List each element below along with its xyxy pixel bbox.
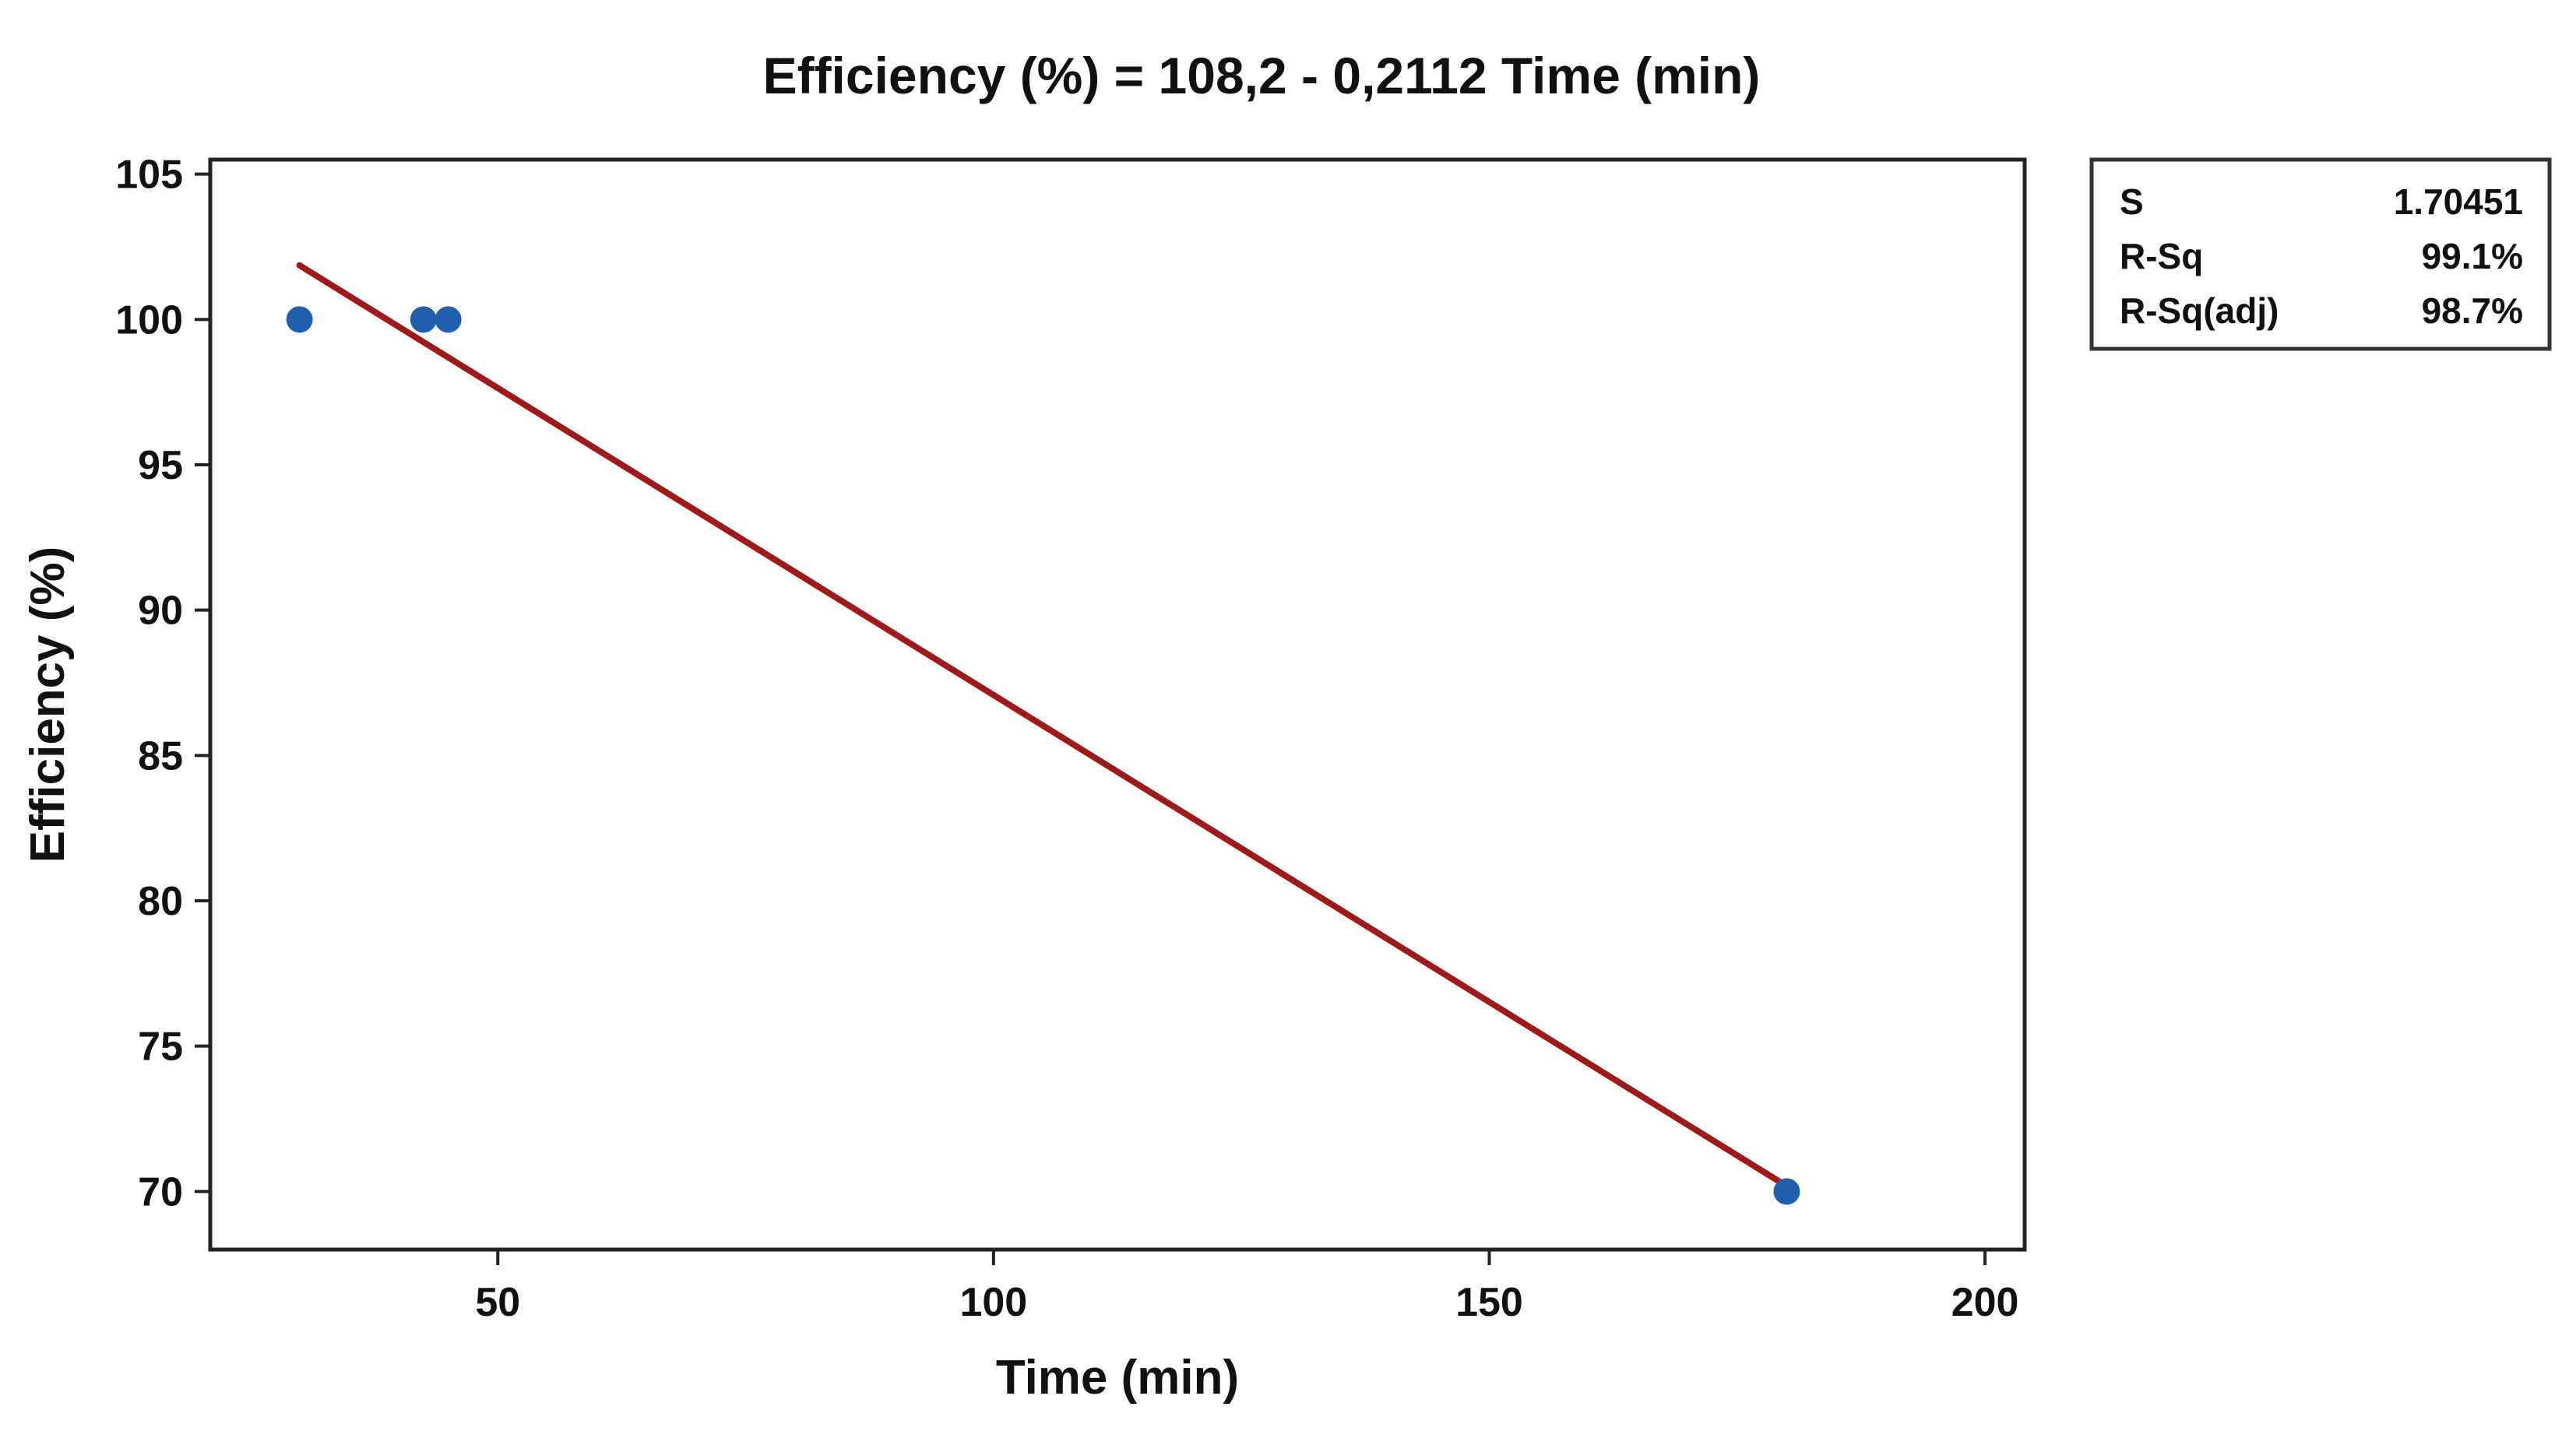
data-point (410, 306, 437, 333)
stat-label-s: S (2120, 181, 2144, 222)
y-axis-ticks: 70 75 80 85 90 95 100 105 (115, 153, 210, 1215)
y-tick-label: 85 (138, 733, 183, 779)
x-axis-label: Time (min) (996, 1351, 1239, 1405)
x-tick-label: 150 (1455, 1280, 1523, 1325)
stats-box: S 1.70451 R-Sq 99.1% R-Sq(adj) 98.7% (2089, 157, 2552, 351)
stat-value-s: 1.70451 (2394, 181, 2523, 222)
regression-fit-line (296, 262, 1790, 1190)
y-tick-label: 80 (138, 879, 183, 924)
plot-frame (208, 157, 2027, 1252)
y-axis-label: Efficiency (%) (21, 547, 75, 863)
data-points (286, 306, 1800, 1205)
chart-title: Efficiency (%) = 108,2 - 0,2112 Time (mi… (763, 47, 1761, 104)
y-tick-label: 75 (138, 1025, 183, 1070)
stat-label-rsq: R-Sq (2120, 236, 2203, 276)
x-tick-label: 200 (1951, 1280, 2019, 1325)
stat-value-rsq-adj: 98.7% (2422, 290, 2523, 331)
stats-box-frame (2089, 157, 2552, 351)
stat-value-rsq: 99.1% (2422, 236, 2523, 276)
y-tick-label: 105 (115, 153, 183, 198)
x-tick-label: 100 (959, 1280, 1027, 1325)
y-tick-label: 70 (138, 1169, 183, 1215)
x-tick-label: 50 (475, 1280, 520, 1325)
data-point (286, 306, 313, 333)
y-tick-label: 95 (138, 443, 183, 488)
data-point (435, 306, 462, 333)
y-tick-label: 100 (115, 297, 183, 343)
data-point (1773, 1178, 1800, 1205)
stat-label-rsq-adj: R-Sq(adj) (2120, 290, 2279, 331)
y-tick-label: 90 (138, 589, 183, 634)
x-axis-ticks: 50 100 150 200 (475, 1250, 2018, 1325)
